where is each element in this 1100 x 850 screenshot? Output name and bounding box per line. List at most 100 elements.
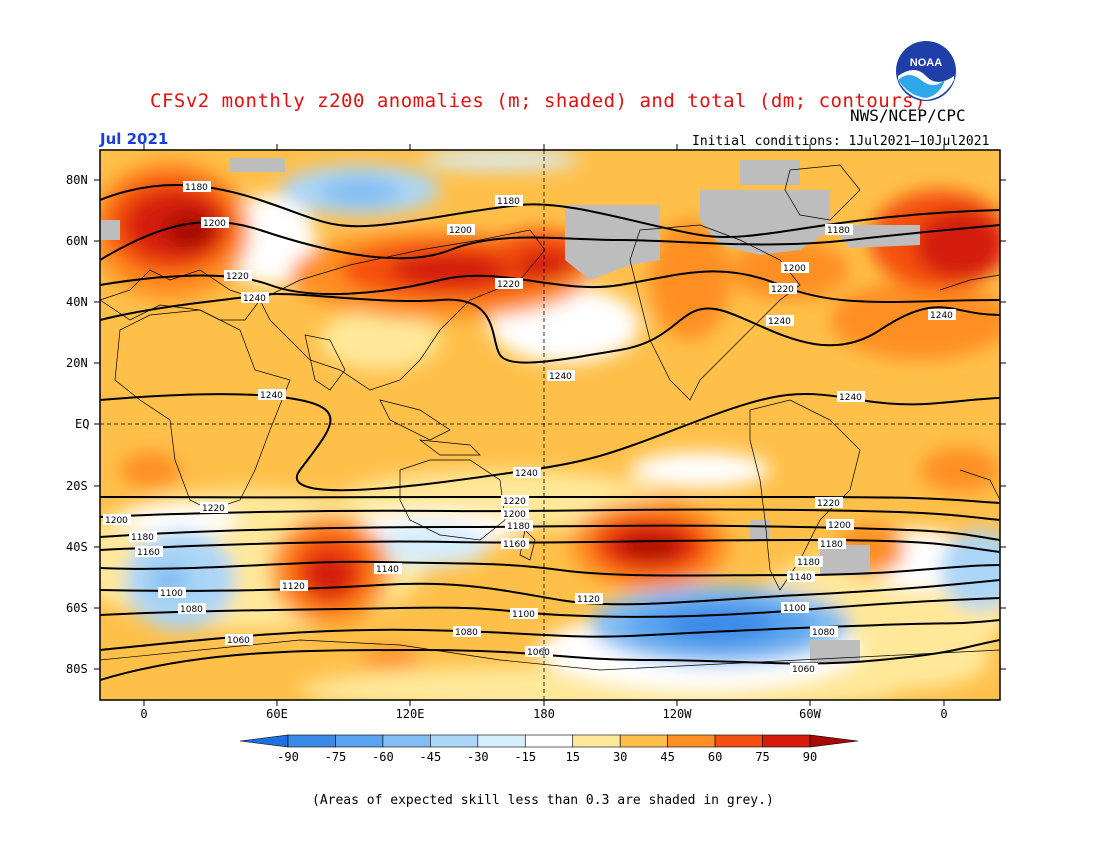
contour-label: 1220: [769, 283, 797, 295]
coastlines: [100, 164, 1000, 671]
lon-label: 120W: [663, 707, 693, 721]
contour-label: 1060: [525, 646, 553, 658]
contour-label: 1100: [781, 602, 809, 614]
lat-label: 20S: [66, 479, 88, 493]
contour-label: 1160: [501, 538, 529, 550]
lat-label: 20N: [66, 356, 88, 370]
low-skill-grey: [100, 158, 920, 662]
svg-text:1220: 1220: [503, 497, 526, 507]
contour-label: 1240: [258, 389, 286, 401]
noaa-logo-icon: NOAA: [896, 41, 956, 101]
contour-label: 1200: [826, 519, 854, 531]
contour-label: 1120: [575, 593, 603, 605]
legend-swatch: [619, 734, 668, 748]
contour-label: 1220: [224, 270, 252, 282]
chart-title: CFSv2 monthly z200 anomalies (m; shaded)…: [150, 90, 927, 112]
lon-labels: 0 60E 120E 180 120W 60W 0: [140, 707, 947, 721]
map-frame: [99, 149, 1001, 701]
contour-label: 1180: [505, 520, 533, 532]
contour-label: 1220: [495, 278, 523, 290]
contour-label: 1200: [201, 217, 229, 229]
svg-text:1060: 1060: [792, 665, 815, 675]
lat-label: 60S: [66, 601, 88, 615]
lat-label: EQ: [75, 417, 89, 431]
svg-text:1180: 1180: [820, 540, 843, 550]
svg-text:1200: 1200: [449, 226, 472, 236]
legend-swatch: [667, 734, 716, 748]
svg-text:1240: 1240: [243, 294, 266, 304]
legend-tick-label: 60: [708, 750, 722, 764]
svg-text:1060: 1060: [227, 636, 250, 646]
svg-text:1200: 1200: [503, 510, 526, 520]
contour-label: 1080: [810, 626, 838, 638]
contour-label: 1220: [200, 502, 228, 514]
contour-label: 1060: [790, 663, 818, 675]
svg-text:1180: 1180: [497, 197, 520, 207]
svg-text:1140: 1140: [789, 573, 812, 583]
contour-labels: 1180 1200 1220 1240 1180 1200 1220 1240 …: [103, 181, 956, 675]
legend-tick-label: -30: [467, 750, 489, 764]
svg-text:1220: 1220: [226, 272, 249, 282]
contour-label: 1080: [453, 626, 481, 638]
lon-label: 120E: [396, 707, 425, 721]
svg-text:1140: 1140: [376, 565, 399, 575]
legend-ticks: -90 -75 -60 -45 -30 -15 15 30 45 60 75 90: [277, 750, 817, 764]
svg-text:1180: 1180: [827, 226, 850, 236]
svg-text:1120: 1120: [577, 595, 600, 605]
legend-tick-label: 75: [755, 750, 769, 764]
contour-label: 1180: [825, 224, 853, 236]
contour-label: 1180: [129, 531, 157, 543]
contour-label: 1240: [547, 370, 575, 382]
lon-axis: [143, 144, 945, 706]
legend-tick-label: 15: [566, 750, 580, 764]
contour-label: 1180: [795, 556, 823, 568]
lat-label: 60N: [66, 234, 88, 248]
contour-label: 1060: [225, 634, 253, 646]
contour-label: 1180: [495, 195, 523, 207]
agency-label: NWS/NCEP/CPC: [850, 106, 966, 125]
svg-text:1240: 1240: [930, 311, 953, 321]
contour-label: 1200: [781, 262, 809, 274]
svg-text:1240: 1240: [515, 469, 538, 479]
svg-text:1240: 1240: [549, 372, 572, 382]
contour-label: 1220: [815, 497, 843, 509]
lon-label: 0: [940, 707, 947, 721]
svg-text:1180: 1180: [131, 533, 154, 543]
svg-text:1220: 1220: [817, 499, 840, 509]
contour-label: 1240: [241, 292, 269, 304]
svg-text:1100: 1100: [512, 610, 535, 620]
legend-tick-label: -45: [420, 750, 442, 764]
contour-label: 1240: [766, 315, 794, 327]
footnote: (Areas of expected skill less than 0.3 a…: [312, 793, 774, 808]
lat-axis: [94, 179, 1006, 670]
contour-label: 1240: [837, 391, 865, 403]
contour-label: 1200: [501, 508, 529, 520]
lat-labels: 80N 60N 40N 20N EQ 20S 40S 60S 80S: [66, 173, 89, 676]
svg-text:1240: 1240: [839, 393, 862, 403]
svg-text:1160: 1160: [137, 548, 160, 558]
logo-text: NOAA: [910, 57, 942, 69]
legend-swatch: [524, 734, 574, 748]
lon-label: 180: [533, 707, 555, 721]
legend-swatch: [762, 734, 811, 748]
svg-text:1120: 1120: [282, 582, 305, 592]
svg-text:1080: 1080: [455, 628, 478, 638]
legend-swatch: [287, 734, 336, 748]
initial-conditions: Initial conditions: 1Jul2021–10Jul2021: [692, 134, 990, 149]
contour-label: 1220: [501, 495, 529, 507]
contour-label: 1180: [183, 181, 211, 193]
legend-swatch: [714, 734, 763, 748]
contour-label: 1100: [510, 608, 538, 620]
lat-label: 40S: [66, 540, 88, 554]
lat-label: 80S: [66, 662, 88, 676]
contour-label: 1080: [178, 603, 206, 615]
legend-tick-label: -15: [514, 750, 536, 764]
legend-tick-label: -90: [277, 750, 299, 764]
svg-text:1220: 1220: [202, 504, 225, 514]
svg-text:1200: 1200: [203, 219, 226, 229]
contour-label: 1140: [374, 563, 402, 575]
svg-text:1100: 1100: [783, 604, 806, 614]
legend-swatch: [572, 734, 621, 748]
legend-swatch: [430, 734, 479, 748]
legend-tick-label: -75: [325, 750, 347, 764]
